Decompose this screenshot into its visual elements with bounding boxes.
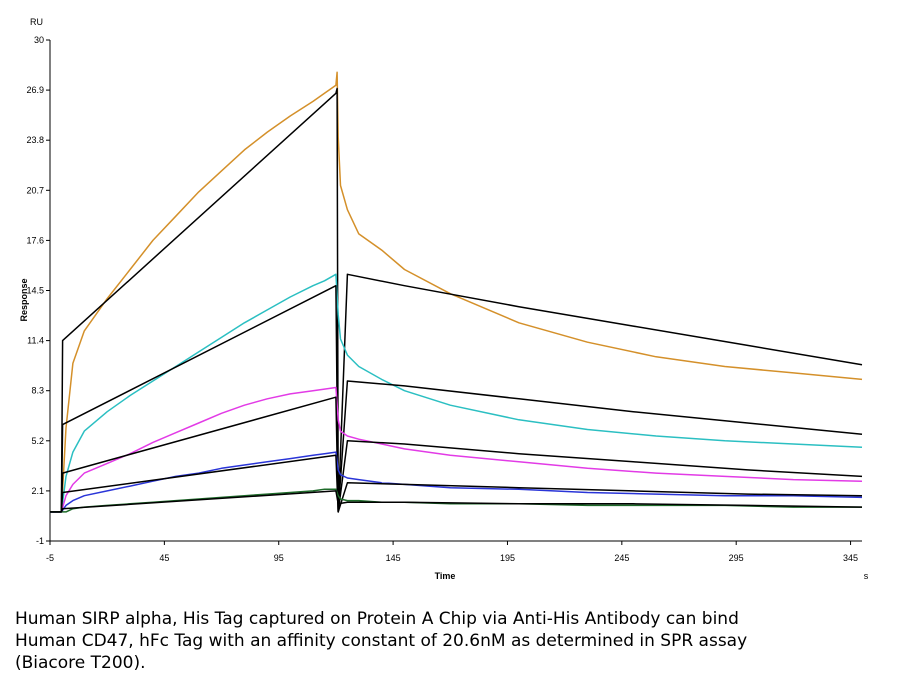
- axes: [49, 40, 862, 542]
- fit-curve-1: [50, 87, 863, 513]
- caption-line-2: Human CD47, hFc Tag with an affinity con…: [15, 631, 748, 651]
- caption-line-3: (Biacore T200).: [15, 653, 146, 673]
- x-tick-label: -5: [46, 553, 54, 563]
- sensorgram-curve-8: [50, 488, 862, 513]
- y-tick-label: 30: [34, 35, 44, 45]
- y-tick-label: 23.8: [26, 135, 44, 145]
- caption-line-1: Human SIRP alpha, His Tag captured on Pr…: [15, 609, 739, 629]
- x-unit-label: s: [864, 571, 869, 581]
- y-tick-label: 2.1: [31, 486, 44, 496]
- y-tick-label: 26.9: [26, 85, 44, 95]
- sensorgram-curve-2: [50, 273, 863, 513]
- y-tick-label: 11.4: [27, 336, 44, 346]
- spr-sensorgram-chart: -1 2.1 5.2 8.3 11.4 14.5 17.6 20.7 23.8 26.9 30 -5…: [19, 17, 869, 581]
- x-tick-label: 95: [274, 553, 284, 563]
- x-tick-label: 345: [843, 553, 858, 563]
- fit-curve-5: [50, 396, 863, 513]
- y-tick-label: -1: [36, 536, 44, 546]
- sensorgram-curve-4: [50, 386, 863, 513]
- x-tick-label: 195: [500, 553, 515, 563]
- y-tick-label: 8.3: [31, 386, 44, 396]
- x-ticks: -5 45 95 145 195 245 295 345: [46, 541, 858, 563]
- x-tick-label: 45: [159, 553, 169, 563]
- figure-caption: Human SIRP alpha, His Tag captured on Pr…: [15, 608, 885, 674]
- y-unit-label: RU: [30, 17, 43, 27]
- y-tick-label: 14.5: [26, 286, 44, 296]
- y-ticks: -1 2.1 5.2 8.3 11.4 14.5 17.6 20.7 23.8 26.9 30: [26, 35, 50, 546]
- x-tick-label: 245: [614, 553, 629, 563]
- y-tick-label: 20.7: [26, 185, 44, 195]
- y-axis-label: Response: [19, 278, 29, 321]
- x-axis-label: Time: [435, 571, 456, 581]
- y-tick-label: 17.6: [26, 235, 44, 245]
- sensorgram-curve-0: [50, 71, 863, 513]
- series-layer: [50, 71, 863, 513]
- y-tick-label: 5.2: [31, 436, 44, 446]
- x-tick-label: 295: [729, 553, 744, 563]
- fit-curve-7: [50, 454, 863, 513]
- sensorgram-curve-6: [50, 451, 863, 513]
- fit-curve-3: [50, 284, 863, 513]
- x-tick-label: 145: [386, 553, 401, 563]
- fit-curve-9: [50, 490, 863, 513]
